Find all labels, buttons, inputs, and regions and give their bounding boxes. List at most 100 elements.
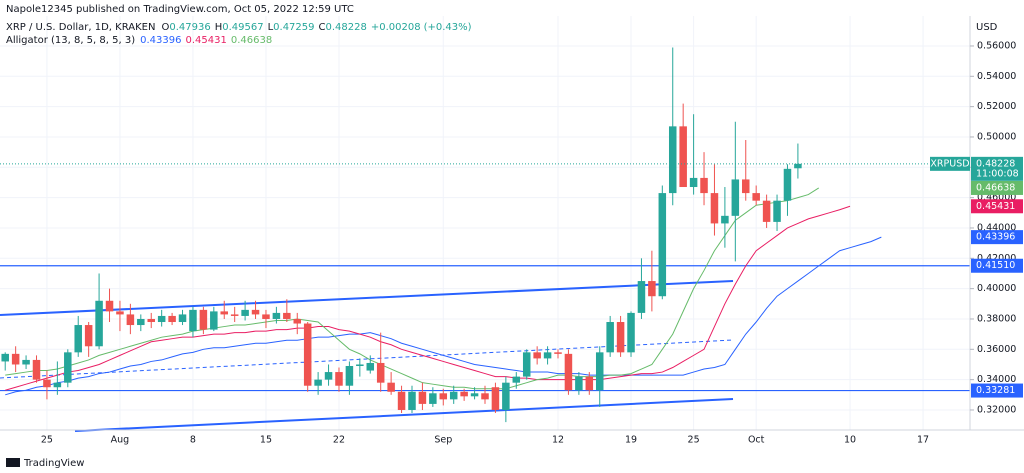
logo: TradingView [6, 458, 84, 469]
candle-body [585, 376, 594, 391]
price-tag [971, 180, 1023, 195]
x-tick-label: Oct [748, 435, 765, 446]
candle-body [554, 352, 562, 354]
ohlc-value: 0.49567 [222, 22, 263, 33]
y-tick-label: 0.44000 [977, 222, 1016, 233]
candle-body [439, 393, 448, 400]
candle-body [43, 379, 51, 388]
candle-body [387, 382, 395, 392]
plot [0, 47, 970, 423]
candle-body [262, 314, 270, 319]
x-tick-label: 19 [625, 435, 637, 446]
x-tick-label: 10 [844, 435, 856, 446]
candle-body [595, 352, 604, 391]
candle-body [564, 353, 573, 391]
candle-body [168, 315, 176, 323]
price-tag-label: 0.46638 [976, 182, 1015, 193]
y-tick-label: 0.36000 [977, 344, 1016, 355]
x-tick-label: 25 [688, 435, 700, 446]
candle-body [689, 177, 698, 188]
ohlc-label: H [215, 22, 223, 33]
price-tag-label: 0.33281 [976, 385, 1015, 396]
candle-body [283, 312, 291, 319]
y-tick-label: 0.54000 [977, 71, 1016, 82]
axis: 0.32000 0.34000 0.36000 0.38000 0.40000 0.420… [41, 40, 1023, 446]
y-tick-label: 0.38000 [977, 313, 1016, 324]
candle-body [616, 322, 625, 353]
candle-body [397, 391, 406, 410]
header: XRP / U.S. Dollar, 1D, KRAKEN O0.47936 H0.… [6, 22, 472, 33]
y-tick-label: 0.56000 [977, 40, 1016, 51]
candle-body [543, 352, 552, 359]
candle-body [752, 193, 760, 201]
candle-body [356, 364, 364, 366]
candle-body [126, 314, 135, 326]
candle-body [794, 163, 802, 169]
x-tick-label: Aug [111, 435, 130, 446]
candle-body [721, 215, 729, 224]
candle-body [408, 391, 416, 410]
trend-line [0, 280, 734, 316]
candle-body [658, 193, 667, 297]
candle-body [137, 318, 145, 326]
y-tick-label: 0.50000 [977, 131, 1016, 142]
candle-body [210, 311, 218, 330]
candle-body [575, 376, 583, 391]
candle-body [710, 193, 719, 224]
candle-body [303, 323, 312, 386]
price-tag [971, 199, 1023, 214]
price-tag-label: 0.45431 [976, 201, 1015, 212]
y-tick-label: 0.46000 [977, 192, 1016, 203]
title: XRP / U.S. Dollar, 1D, KRAKEN [6, 22, 155, 33]
candle-body [376, 362, 385, 383]
candle-body [314, 379, 322, 386]
ohlc-label: L [268, 22, 274, 33]
candle-body [157, 315, 166, 323]
price-tag-label: 0.41510 [976, 260, 1015, 271]
candle-body [533, 352, 541, 359]
y-tick-label: 0.42000 [977, 253, 1016, 264]
footer: TradingView [23, 458, 84, 469]
candle-body [731, 179, 740, 216]
price-tag [971, 383, 1023, 398]
candle-body [648, 281, 656, 297]
candle-body [627, 312, 635, 353]
grid [0, 16, 970, 430]
x-tick-label: 8 [190, 435, 196, 446]
indicator-value: 0.43396 [140, 35, 181, 46]
candle-body [366, 362, 375, 371]
ohlc-label: O [161, 22, 169, 33]
x-tick-label: Sep [434, 435, 452, 446]
change: +0.00208 [371, 22, 421, 33]
indicator-name: Alligator (13, 8, 5, 8, 5, 3) [6, 35, 135, 46]
y-tick-label: 0.40000 [977, 283, 1016, 294]
candle-body [481, 393, 489, 400]
x-tick-label: 22 [333, 435, 345, 446]
ohlc-label: C [319, 22, 326, 33]
candle-body [637, 281, 646, 313]
candle-body [95, 300, 103, 347]
y-tick-label: 0.34000 [977, 374, 1016, 385]
candle-body [251, 309, 260, 315]
candle-body [460, 391, 468, 397]
x-tick-label: 17 [917, 435, 929, 446]
logo-icon [6, 458, 20, 467]
candle-body [741, 179, 750, 194]
candle-body [116, 311, 124, 315]
x-tick-label: 15 [260, 435, 272, 446]
y-tick-label: 0.52000 [977, 101, 1016, 112]
candle-body [773, 200, 781, 222]
indicator-line [5, 236, 882, 396]
candle-body [74, 325, 82, 353]
candle-body [105, 300, 114, 312]
trend-line [74, 398, 734, 432]
candle-body [429, 393, 437, 404]
candle-body [491, 387, 500, 410]
indicator-value: 0.46638 [231, 35, 272, 46]
candle-body [762, 200, 771, 222]
candle-body [418, 391, 427, 404]
x-tick-label: 25 [41, 435, 53, 446]
x-tick-label: 12 [552, 435, 564, 446]
